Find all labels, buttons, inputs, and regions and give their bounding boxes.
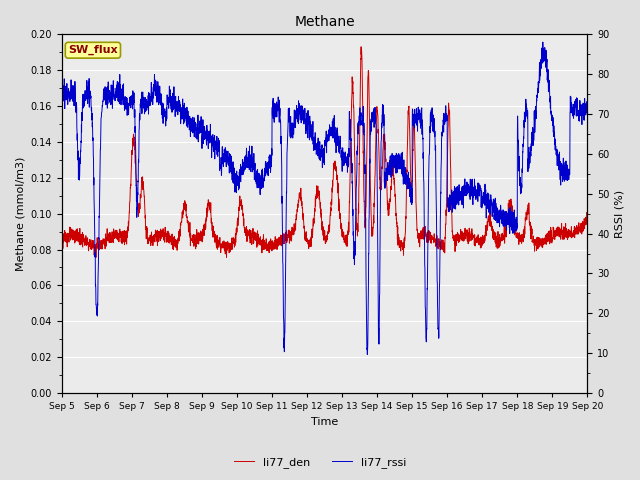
li77_rssi bbox=[282, 219, 290, 225]
li77_den bbox=[517, 234, 525, 240]
Line: li77_den: li77_den bbox=[62, 47, 588, 257]
li77_rssi bbox=[584, 108, 591, 113]
li77_rssi bbox=[516, 191, 524, 197]
li77_rssi bbox=[573, 96, 581, 101]
Title: Methane: Methane bbox=[294, 15, 355, 29]
Text: SW_flux: SW_flux bbox=[68, 45, 118, 55]
Y-axis label: RSSI (%): RSSI (%) bbox=[615, 190, 625, 238]
li77_den bbox=[584, 222, 591, 228]
li77_rssi bbox=[364, 351, 371, 357]
li77_rssi bbox=[539, 39, 547, 45]
li77_den bbox=[149, 238, 157, 243]
li77_rssi bbox=[149, 95, 157, 100]
Legend: li77_den, li77_rssi: li77_den, li77_rssi bbox=[229, 452, 411, 472]
li77_den bbox=[118, 235, 125, 241]
li77_den bbox=[282, 234, 290, 240]
li77_den bbox=[260, 232, 268, 238]
Line: li77_rssi: li77_rssi bbox=[62, 42, 588, 354]
li77_den bbox=[357, 44, 365, 49]
li77_den bbox=[58, 241, 66, 247]
li77_rssi bbox=[58, 94, 66, 100]
li77_den bbox=[573, 231, 581, 237]
li77_rssi bbox=[259, 177, 267, 183]
X-axis label: Time: Time bbox=[311, 417, 338, 427]
li77_den bbox=[92, 254, 100, 260]
li77_rssi bbox=[118, 93, 125, 98]
Y-axis label: Methane (mmol/m3): Methane (mmol/m3) bbox=[15, 156, 25, 271]
